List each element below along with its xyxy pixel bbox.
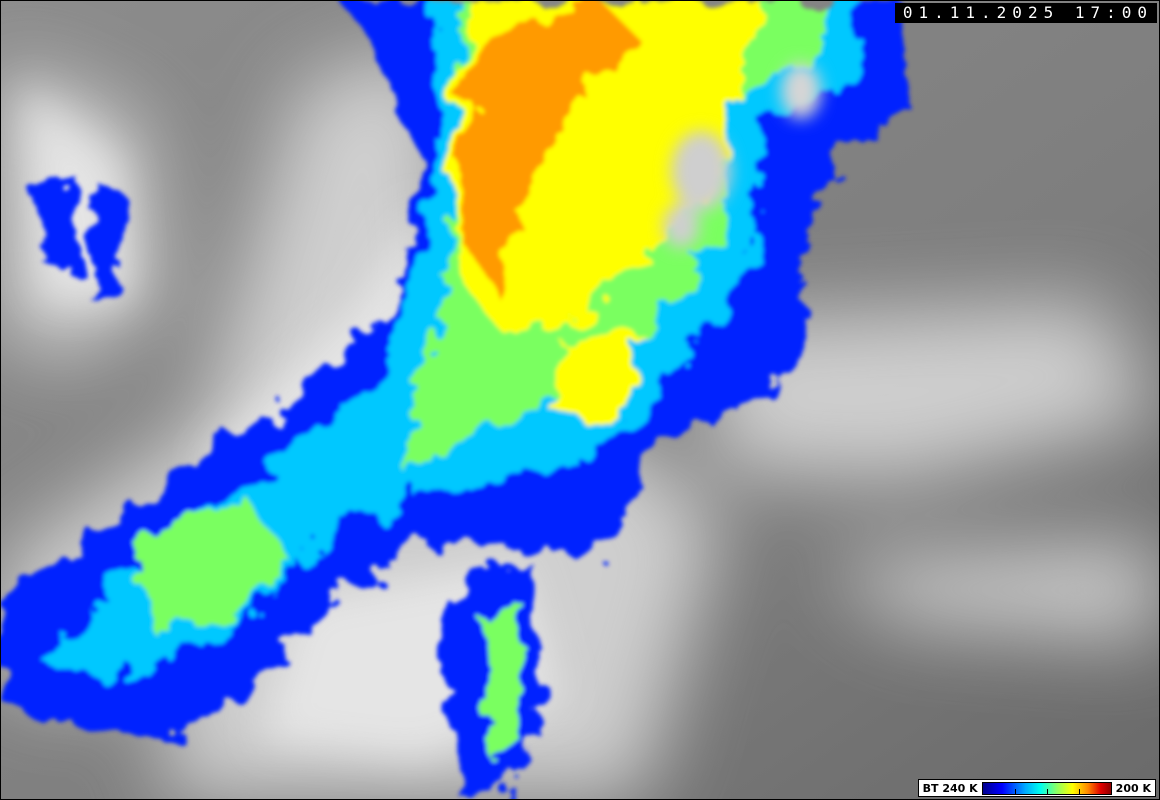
color-scale-legend: BT 240 K 200 K: [917, 779, 1156, 797]
legend-color-bar: [981, 781, 1112, 795]
timestamp-label: 01.11.2025 17:00: [894, 3, 1157, 23]
legend-tick: [1014, 788, 1016, 794]
legend-max-label: 200 K: [1115, 781, 1151, 795]
legend-tick: [1078, 788, 1080, 794]
legend-tick: [1046, 788, 1048, 794]
legend-min-label: BT 240 K: [922, 781, 978, 795]
